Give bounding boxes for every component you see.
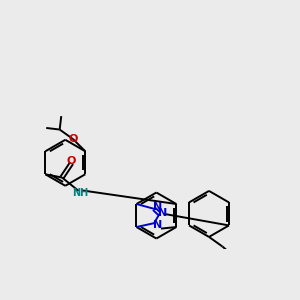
Text: O: O [68,134,78,144]
Text: NH: NH [72,188,88,199]
Text: O: O [67,155,76,166]
Text: N: N [158,208,167,218]
Text: N: N [153,202,162,212]
Text: N: N [153,220,162,230]
